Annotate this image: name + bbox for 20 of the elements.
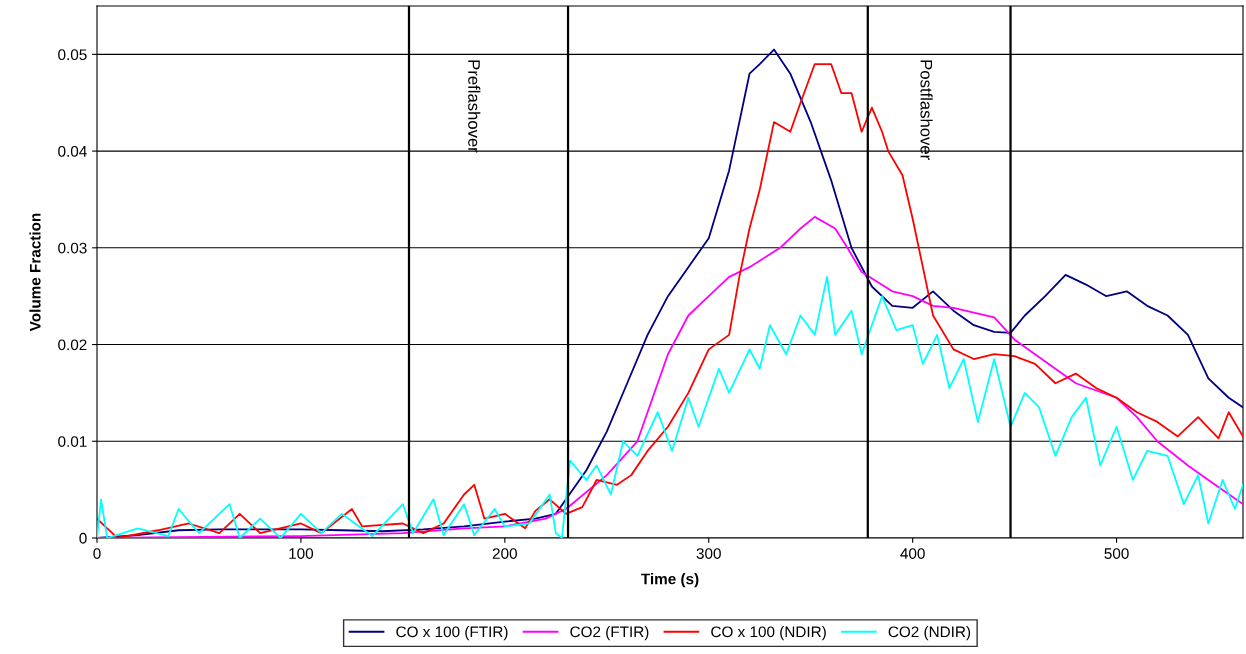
legend-label: CO x 100 (FTIR) [396, 626, 508, 641]
x-axis-title: Time (s) [641, 573, 699, 588]
x-tick-label: 400 [900, 548, 925, 559]
x-tick-label: 0 [93, 548, 101, 559]
y-tick-label: 0.05 [58, 49, 87, 61]
x-tick-label: 500 [1104, 548, 1129, 559]
x-tick-label: 300 [696, 548, 721, 559]
x-tick-label: 200 [492, 548, 517, 559]
y-tick-label: 0.03 [58, 242, 87, 254]
legend-label: CO2 (NDIR) [888, 626, 971, 641]
annotation: Postflashover [920, 60, 933, 160]
y-tick-label: 0.02 [58, 339, 87, 351]
y-tick-label: 0.04 [58, 145, 87, 157]
x-tick-label: 100 [289, 548, 314, 559]
y-axis-title: Volume Fraction [29, 213, 41, 332]
y-tick-label: 0 [79, 532, 87, 544]
legend-label: CO x 100 (NDIR) [711, 626, 826, 641]
y-tick-label: 0.01 [58, 436, 87, 447]
annotation: Preflashover [468, 60, 481, 153]
legend-label: CO2 (FTIR) [570, 626, 649, 641]
